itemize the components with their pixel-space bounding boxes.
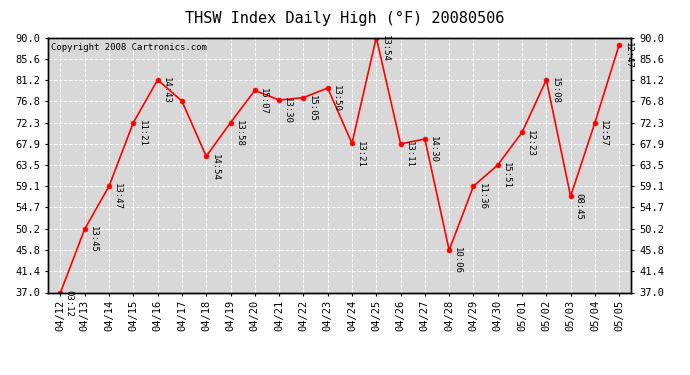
Text: 13:50: 13:50 xyxy=(332,85,341,112)
Text: THSW Index Daily High (°F) 20080506: THSW Index Daily High (°F) 20080506 xyxy=(186,11,504,26)
Text: 15:51: 15:51 xyxy=(502,162,511,189)
Text: 11:21: 11:21 xyxy=(137,120,146,147)
Text: 13:21: 13:21 xyxy=(356,141,365,168)
Text: 13:58: 13:58 xyxy=(235,120,244,147)
Text: 15:05: 15:05 xyxy=(308,95,317,122)
Text: 13:30: 13:30 xyxy=(284,97,293,124)
Text: 13:11: 13:11 xyxy=(405,141,414,168)
Text: 14:43: 14:43 xyxy=(161,77,171,104)
Text: 13:47: 13:47 xyxy=(113,183,122,210)
Text: 12:23: 12:23 xyxy=(526,129,535,156)
Text: 14:30: 14:30 xyxy=(429,136,438,163)
Text: 13:54: 13:54 xyxy=(380,35,389,62)
Text: 15:08: 15:08 xyxy=(551,77,560,104)
Text: 10:06: 10:06 xyxy=(453,248,462,274)
Text: 03:12: 03:12 xyxy=(65,290,74,316)
Text: 12:57: 12:57 xyxy=(599,120,608,147)
Text: 12:47: 12:47 xyxy=(623,42,632,69)
Text: 11:36: 11:36 xyxy=(477,183,486,210)
Text: 13:45: 13:45 xyxy=(89,226,98,253)
Text: 14:54: 14:54 xyxy=(210,153,219,180)
Text: Copyright 2008 Cartronics.com: Copyright 2008 Cartronics.com xyxy=(51,43,207,52)
Text: 08:45: 08:45 xyxy=(575,194,584,220)
Text: 15:07: 15:07 xyxy=(259,88,268,114)
